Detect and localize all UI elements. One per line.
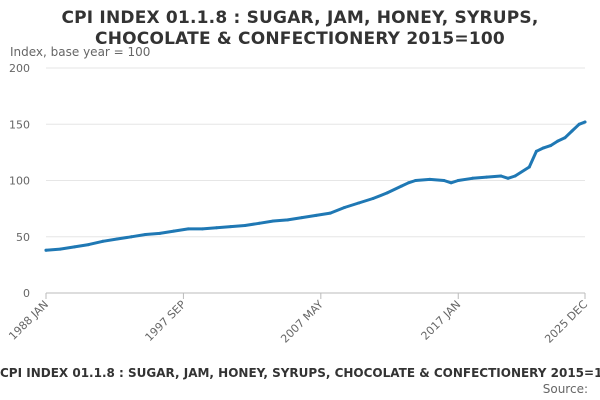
- data-point: [449, 181, 453, 185]
- y-tick-label: 100: [9, 175, 30, 188]
- x-tick-label: 2017 JAN: [419, 298, 464, 343]
- data-point: [556, 139, 560, 143]
- chart-title: CPI INDEX 01.1.8 : SUGAR, JAM, HONEY, SY…: [0, 8, 600, 50]
- data-point: [407, 181, 410, 185]
- chart-title-line-1: CPI INDEX 01.1.8 : SUGAR, JAM, HONEY, SY…: [61, 8, 539, 28]
- data-point: [549, 144, 553, 148]
- data-point: [314, 213, 318, 217]
- series-line: [44, 120, 587, 252]
- data-point: [186, 227, 190, 231]
- data-point: [428, 177, 432, 181]
- data-point: [471, 176, 474, 180]
- data-point: [527, 165, 531, 169]
- data-point: [286, 218, 290, 222]
- data-point: [271, 219, 275, 223]
- data-point: [72, 245, 76, 249]
- data-point: [442, 179, 446, 182]
- data-point: [129, 235, 133, 239]
- data-point: [172, 229, 176, 233]
- data-point: [414, 179, 418, 182]
- data-point: [243, 224, 247, 227]
- data-point: [44, 248, 48, 252]
- data-point: [229, 225, 233, 229]
- data-point: [513, 174, 517, 178]
- data-point: [115, 237, 119, 241]
- series-layer: [44, 120, 587, 252]
- data-point: [542, 146, 545, 150]
- data-point: [300, 216, 304, 220]
- data-point: [506, 176, 510, 180]
- data-point: [577, 122, 581, 126]
- data-point: [215, 226, 219, 230]
- data-point: [87, 243, 91, 247]
- y-tick-label: 50: [16, 231, 30, 244]
- y-tick-label: 150: [9, 118, 30, 131]
- data-point: [58, 247, 62, 251]
- data-point: [200, 227, 204, 231]
- data-point: [144, 233, 147, 236]
- data-point: [101, 239, 105, 243]
- data-point: [485, 175, 489, 179]
- y-axis-label: Index, base year = 100: [10, 45, 151, 59]
- data-point: [534, 149, 538, 153]
- data-point: [499, 174, 503, 178]
- y-tick-label: 0: [23, 287, 30, 300]
- x-tick-label: 2007 MAY: [278, 298, 326, 346]
- chart-caption: CPI INDEX 01.1.8 : SUGAR, JAM, HONEY, SY…: [0, 366, 600, 380]
- chart-title-line-2: CHOCOLATE & CONFECTIONERY 2015=100: [95, 29, 505, 49]
- data-point: [158, 231, 162, 235]
- source-label: Source:: [542, 382, 588, 396]
- data-point: [456, 179, 460, 182]
- data-point: [570, 129, 574, 133]
- data-point: [583, 120, 587, 124]
- data-point: [357, 201, 361, 205]
- x-tick-label: 1988 JAN: [6, 298, 51, 343]
- y-tick-label: 200: [9, 62, 30, 75]
- gridlines: [46, 67, 585, 294]
- data-point: [385, 191, 389, 195]
- x-tick-label: 2025 DEC: [542, 298, 590, 346]
- data-point: [328, 211, 332, 215]
- data-point: [399, 184, 403, 188]
- data-point: [563, 136, 567, 140]
- data-point: [343, 206, 346, 209]
- axes: 0 50 100 150 200 1988 JAN 1997 SEP 2007 MAY 2017…: [6, 62, 590, 346]
- x-tick-label: 1997 SEP: [143, 298, 189, 344]
- data-point: [371, 197, 375, 200]
- data-point: [257, 221, 261, 225]
